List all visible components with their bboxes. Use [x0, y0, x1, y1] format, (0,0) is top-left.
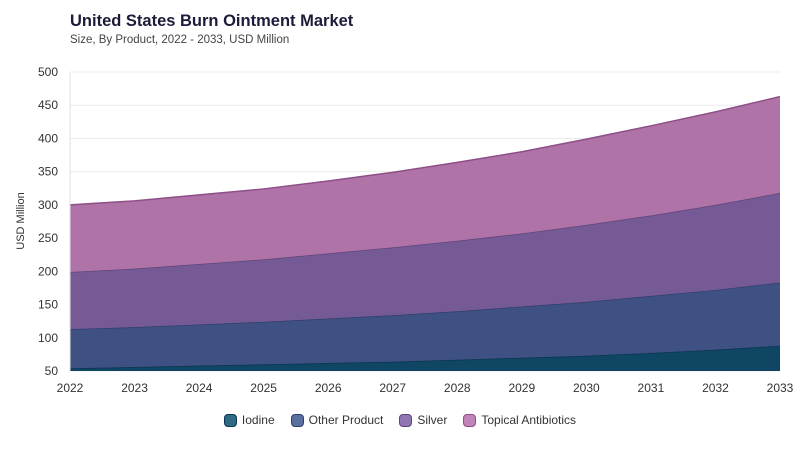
chart-title: United States Burn Ointment Market [70, 12, 354, 30]
legend-label: Other Product [308, 413, 384, 427]
legend-label: Silver [417, 413, 448, 427]
y-tick-label: 50 [45, 364, 59, 378]
x-tick-label: 2022 [57, 381, 84, 395]
y-axis-label: USD Million [15, 192, 27, 249]
legend-label: Iodine [241, 413, 275, 427]
y-tick-label: 400 [38, 131, 58, 145]
y-tick-label: 200 [38, 264, 58, 278]
x-tick-label: 2026 [315, 381, 342, 395]
legend-item[interactable]: Silver [399, 413, 447, 427]
legend-swatch [463, 413, 477, 427]
area-series [69, 95, 781, 371]
y-tick-label: 350 [38, 165, 58, 179]
x-tick-label: 2028 [444, 381, 471, 395]
legend-item[interactable]: Topical Antibiotics [463, 413, 576, 427]
y-tick-label: 150 [38, 298, 58, 312]
legend: Iodine Other Product Silver Topical Antibio… [0, 413, 800, 427]
legend-swatch [290, 413, 304, 427]
y-tick-label: 100 [38, 331, 58, 345]
x-tick-label: 2029 [508, 381, 535, 395]
area-silver [70, 192, 780, 330]
legend-swatch [223, 413, 237, 427]
y-tick-label: 250 [38, 231, 58, 245]
y-tick-label: 300 [38, 198, 58, 212]
y-tick-label: 500 [38, 65, 58, 79]
axes: 50 100 150 200 250 300 350 400 450 500 2022 2023 202… [38, 65, 794, 395]
x-tick-label: 2032 [702, 381, 729, 395]
legend-item[interactable]: Iodine [223, 413, 275, 427]
legend-label: Topical Antibiotics [481, 413, 577, 427]
x-tick-label: 2027 [379, 381, 406, 395]
area-iodine [70, 345, 780, 371]
area-topical-antibiotics [70, 96, 780, 272]
x-tick-label: 2033 [767, 381, 794, 395]
chart-subtitle: Size, By Product, 2022 - 2033, USD Milli… [70, 34, 290, 46]
legend-item[interactable]: Other Product [290, 413, 384, 427]
legend-swatch [399, 413, 413, 427]
x-tick-label: 2031 [638, 381, 665, 395]
x-tick-label: 2023 [121, 381, 148, 395]
x-tick-label: 2024 [186, 381, 213, 395]
x-tick-label: 2030 [573, 381, 600, 395]
area-other-product [70, 282, 780, 369]
x-tick-label: 2025 [250, 381, 277, 395]
series-line-topical-antibiotics [69, 95, 781, 206]
y-tick-label: 450 [38, 98, 58, 112]
